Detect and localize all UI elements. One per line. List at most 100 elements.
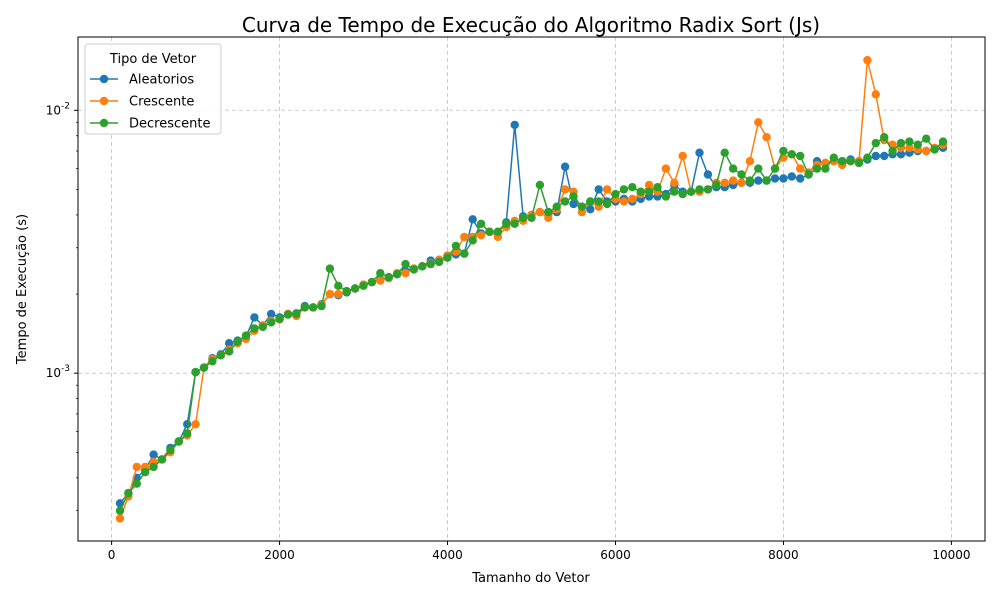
data-point — [695, 149, 703, 157]
data-point — [804, 170, 812, 178]
data-point — [158, 455, 166, 463]
x-tick-label: 0 — [108, 548, 116, 562]
data-point — [225, 347, 233, 355]
data-point — [376, 276, 384, 284]
data-point — [737, 179, 745, 187]
data-point — [435, 258, 443, 266]
data-point — [124, 489, 132, 497]
data-point — [561, 185, 569, 193]
data-point — [477, 220, 485, 228]
data-point — [553, 203, 561, 211]
data-point — [427, 260, 435, 268]
data-point — [200, 363, 208, 371]
data-point — [662, 164, 670, 172]
data-point — [511, 220, 519, 228]
data-point — [502, 220, 510, 228]
data-point — [284, 310, 292, 318]
data-point — [746, 176, 754, 184]
data-point — [116, 507, 124, 515]
data-point — [443, 254, 451, 262]
data-point — [771, 174, 779, 182]
data-point — [670, 188, 678, 196]
data-point — [762, 176, 770, 184]
data-point — [250, 324, 258, 332]
data-point — [561, 163, 569, 171]
data-point — [754, 118, 762, 126]
data-point — [645, 188, 653, 196]
data-point — [544, 208, 552, 216]
data-point — [603, 185, 611, 193]
data-point — [754, 176, 762, 184]
data-point — [527, 214, 535, 222]
data-point — [460, 233, 468, 241]
data-point — [309, 303, 317, 311]
data-point — [813, 164, 821, 172]
data-point — [334, 282, 342, 290]
legend-marker — [100, 97, 108, 105]
data-point — [796, 174, 804, 182]
data-point — [569, 192, 577, 200]
data-point — [872, 152, 880, 160]
data-point — [191, 420, 199, 428]
data-point — [930, 145, 938, 153]
data-point — [326, 290, 334, 298]
data-point — [746, 157, 754, 165]
data-point — [637, 188, 645, 196]
data-point — [519, 214, 527, 222]
data-point — [250, 313, 258, 321]
data-point — [695, 185, 703, 193]
data-point — [796, 152, 804, 160]
data-point — [897, 139, 905, 147]
x-tick-label: 8000 — [768, 548, 799, 562]
legend-marker — [100, 75, 108, 83]
data-point — [418, 262, 426, 270]
data-point — [914, 141, 922, 149]
data-point — [888, 147, 896, 155]
data-point — [779, 147, 787, 155]
data-point — [149, 463, 157, 471]
data-point — [233, 337, 241, 345]
data-point — [208, 357, 216, 365]
data-point — [880, 152, 888, 160]
data-point — [704, 170, 712, 178]
data-point — [410, 265, 418, 273]
data-point — [511, 121, 519, 129]
data-point — [762, 133, 770, 141]
data-point — [721, 179, 729, 187]
data-point — [754, 164, 762, 172]
data-point — [620, 197, 628, 205]
data-point — [166, 446, 174, 454]
data-point — [536, 208, 544, 216]
legend-title: Tipo de Vetor — [109, 52, 197, 67]
data-point — [721, 149, 729, 157]
data-point — [729, 176, 737, 184]
data-point — [712, 181, 720, 189]
data-point — [595, 197, 603, 205]
data-point — [603, 200, 611, 208]
data-point — [821, 164, 829, 172]
x-axis-label: Tamanho do Vetor — [471, 571, 590, 586]
data-point — [679, 190, 687, 198]
chart-title: Curva de Tempo de Execução do Algoritmo … — [242, 13, 820, 37]
data-point — [872, 139, 880, 147]
data-point — [116, 514, 124, 522]
data-point — [595, 185, 603, 193]
data-point — [292, 310, 300, 318]
data-point — [217, 351, 225, 359]
legend: Tipo de Vetor Aleatorios Crescente Decresc… — [85, 44, 221, 134]
data-point — [628, 195, 636, 203]
legend-label: Decrescente — [129, 117, 210, 132]
data-point — [788, 172, 796, 180]
data-point — [611, 190, 619, 198]
data-point — [788, 150, 796, 158]
data-point — [679, 152, 687, 160]
data-point — [469, 215, 477, 223]
data-point — [460, 249, 468, 257]
data-point — [687, 188, 695, 196]
data-point — [838, 157, 846, 165]
data-point — [452, 242, 460, 250]
data-point — [133, 463, 141, 471]
data-point — [368, 278, 376, 286]
data-point — [880, 133, 888, 141]
x-tick-label: 2000 — [264, 548, 295, 562]
